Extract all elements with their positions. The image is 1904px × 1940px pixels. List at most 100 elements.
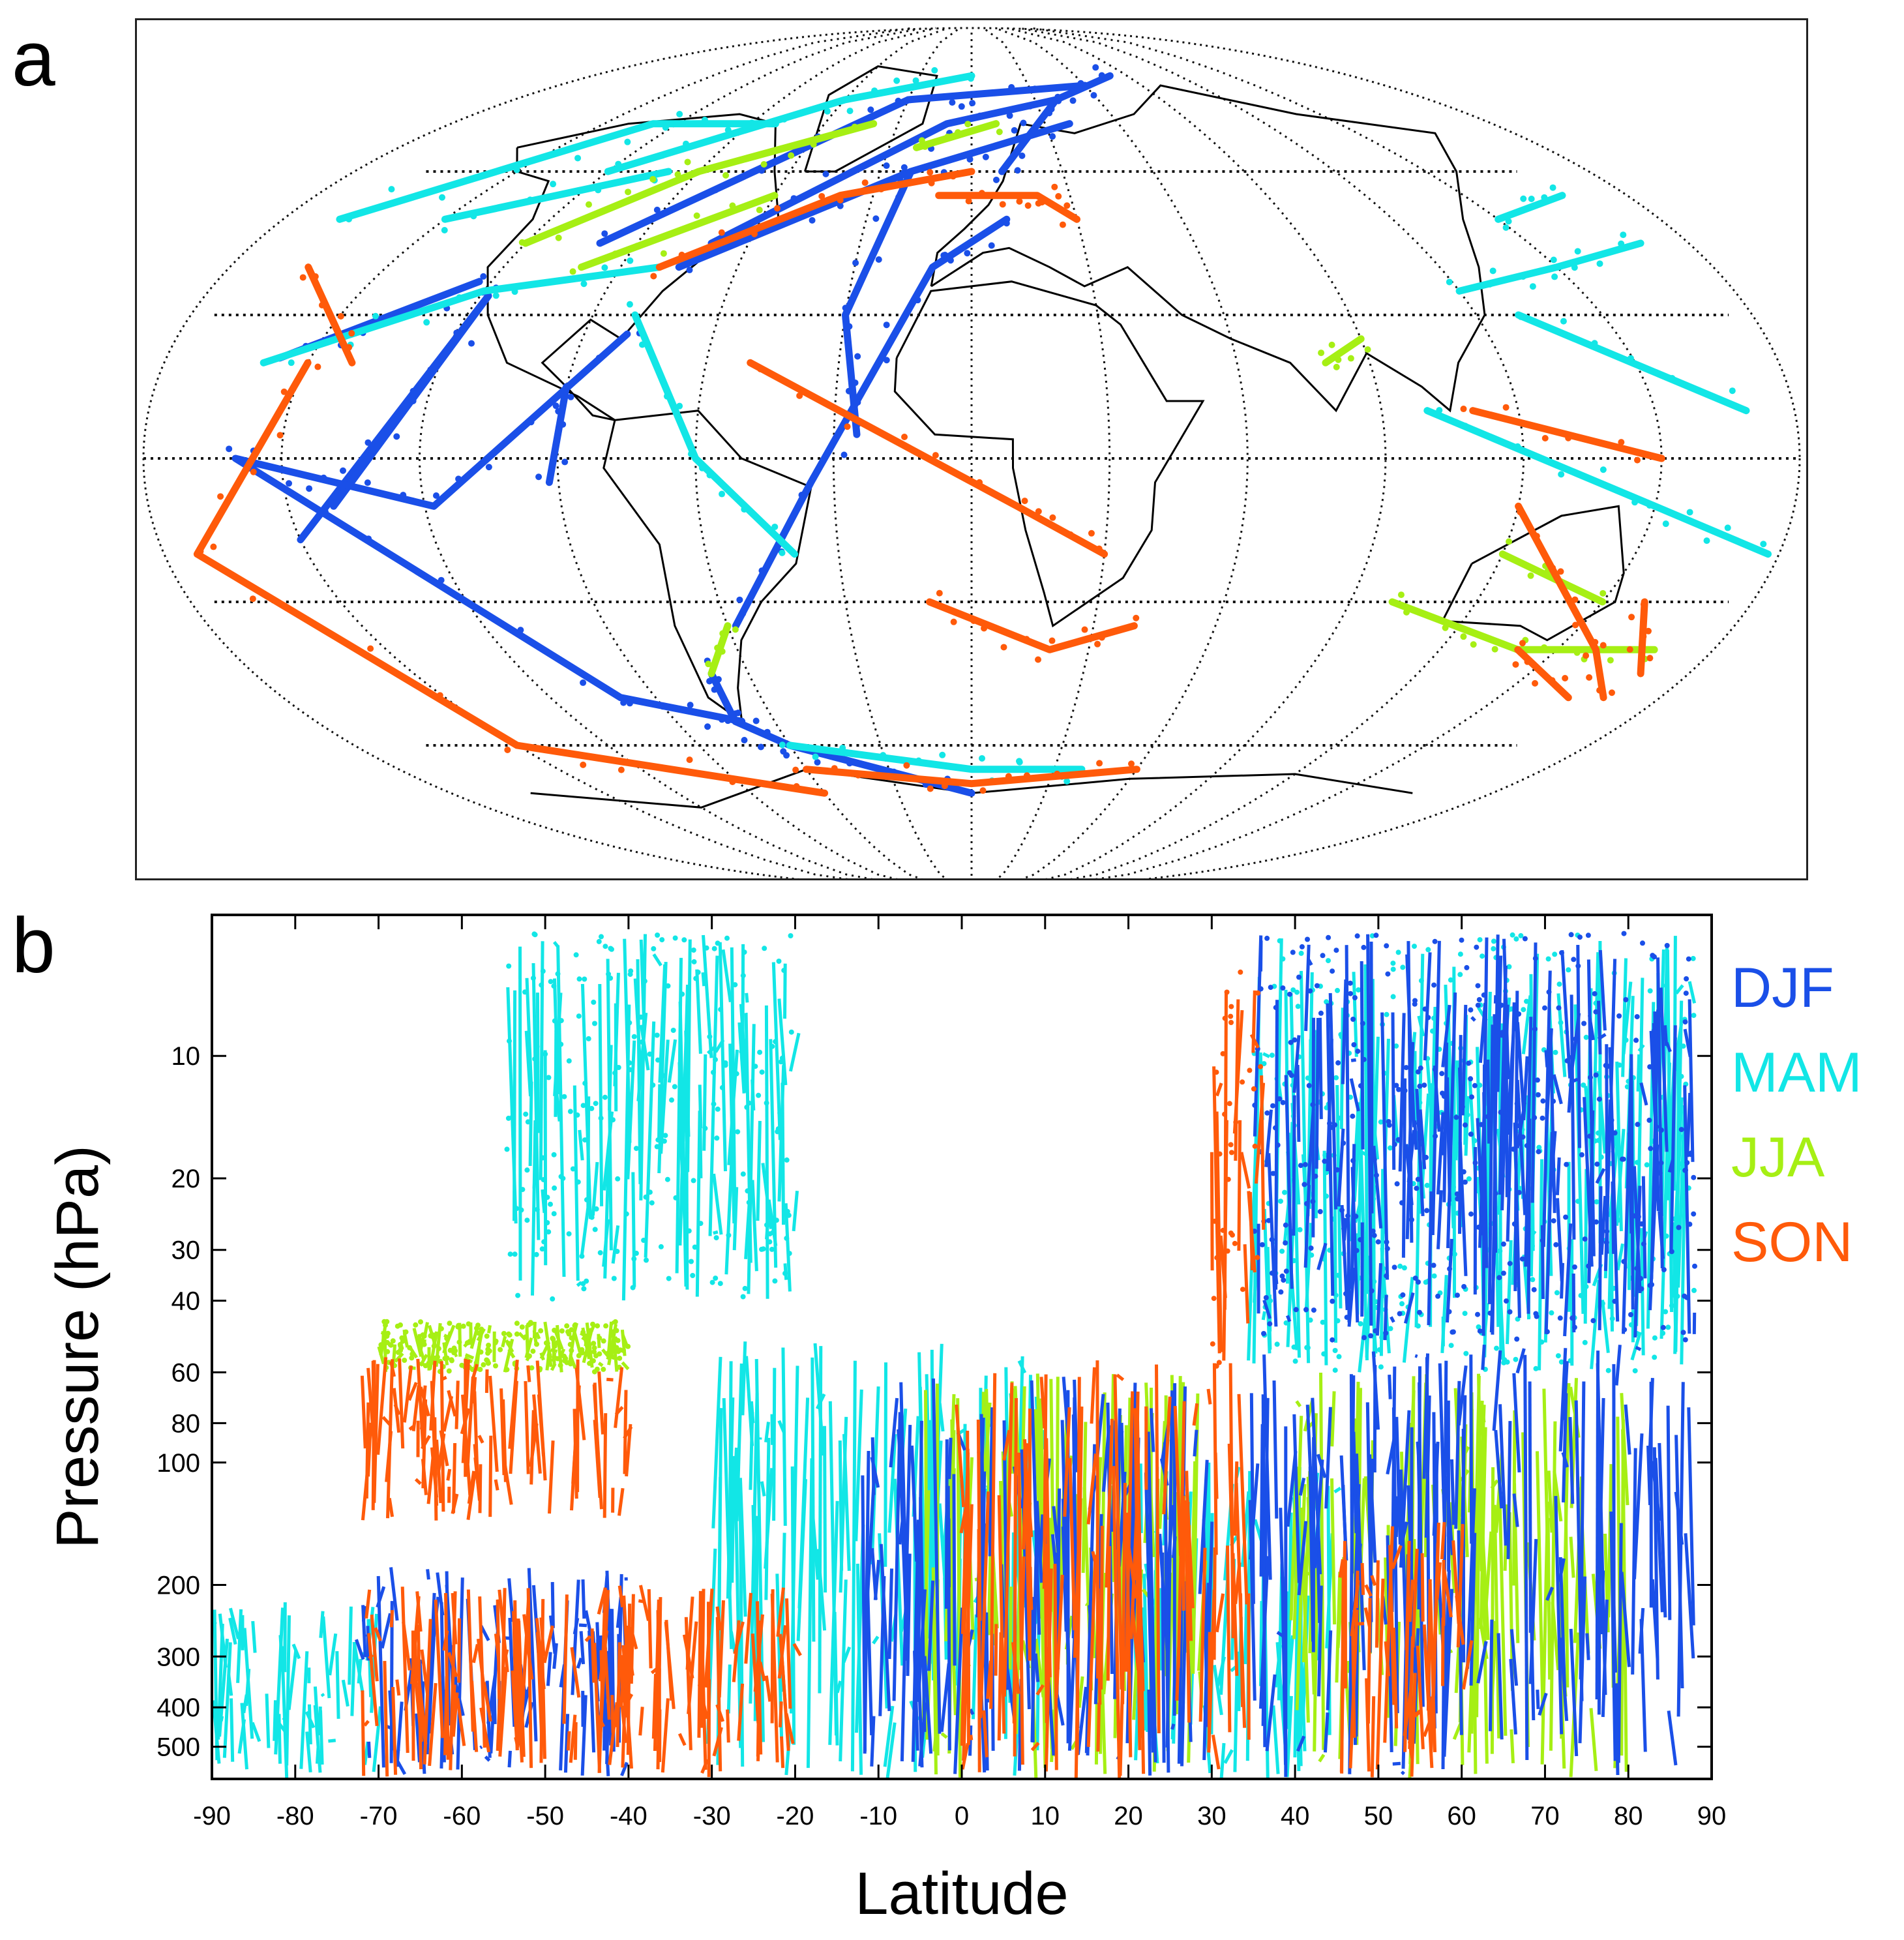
- obs-point: [1491, 646, 1498, 653]
- obs-point: [1498, 1109, 1504, 1115]
- obs-point: [372, 312, 379, 320]
- obs-point: [1497, 1248, 1503, 1254]
- obs-point: [1486, 280, 1493, 288]
- profile-segment: [712, 1173, 723, 1235]
- obs-point: [711, 1069, 716, 1075]
- profile-segment: [647, 1589, 653, 1669]
- obs-point: [1586, 1263, 1592, 1269]
- profile-segment: [367, 1741, 372, 1758]
- obs-point: [630, 1285, 636, 1291]
- obs-point: [550, 1336, 556, 1341]
- obs-point: [616, 1349, 621, 1354]
- obs-point: [678, 251, 685, 258]
- obs-point: [1446, 278, 1453, 286]
- obs-point: [1676, 1225, 1682, 1231]
- legend-item-djf: DJF: [1731, 957, 1834, 1019]
- profile-segment: [997, 1632, 1003, 1741]
- profile-segment: [1369, 941, 1374, 1214]
- obs-point: [1609, 1316, 1615, 1322]
- obs-point: [614, 1345, 619, 1351]
- profile-segment: [242, 1694, 248, 1714]
- obs-point: [1049, 133, 1056, 140]
- profile-segment: [543, 1050, 548, 1266]
- obs-point: [1051, 183, 1058, 190]
- obs-point: [631, 1256, 637, 1262]
- profile-segment: [1506, 1002, 1516, 1242]
- profile-segment: [1335, 1572, 1342, 1683]
- obs-point: [880, 752, 887, 759]
- profile-segment: [1390, 1316, 1395, 1323]
- profile-segment: [1569, 994, 1576, 1240]
- profile-segment: [1215, 1111, 1223, 1352]
- obs-point: [528, 419, 535, 426]
- profile-segment: [1425, 1056, 1436, 1149]
- obs-point: [718, 229, 725, 236]
- obs-point: [1264, 935, 1270, 941]
- obs-point: [1291, 1344, 1297, 1350]
- obs-point: [1442, 624, 1449, 631]
- obs-point: [878, 186, 885, 193]
- profile-segment: [1667, 1710, 1678, 1766]
- obs-point: [1686, 509, 1693, 516]
- obs-point: [950, 618, 957, 625]
- obs-point: [1688, 1152, 1693, 1157]
- obs-point: [1616, 1013, 1622, 1019]
- profile-segment: [1265, 1674, 1277, 1752]
- obs-point: [1546, 989, 1552, 995]
- profile-segment: [968, 1709, 975, 1716]
- profile-segment: [1509, 1658, 1517, 1735]
- obs-point: [526, 1354, 531, 1360]
- obs-point: [456, 1339, 462, 1345]
- obs-point: [1270, 1171, 1276, 1176]
- obs-point: [544, 1220, 550, 1225]
- obs-point: [1077, 80, 1084, 87]
- obs-point: [1545, 956, 1551, 962]
- obs-point: [685, 1073, 691, 1079]
- obs-point: [1612, 1298, 1618, 1304]
- obs-point: [552, 402, 559, 410]
- legend: DJF MAM JJA SON: [1731, 946, 1862, 1285]
- obs-point: [1303, 1307, 1309, 1313]
- obs-point: [579, 1253, 585, 1259]
- obs-point: [693, 212, 700, 219]
- obs-point: [713, 1276, 719, 1281]
- obs-point: [617, 766, 625, 773]
- profile-segment: [636, 959, 642, 1184]
- obs-point: [1596, 260, 1603, 267]
- profile-segment: [1318, 1753, 1326, 1763]
- profile-segment: [319, 1611, 325, 1638]
- obs-point: [552, 1328, 558, 1333]
- profile-segment: [277, 1714, 282, 1764]
- obs-point: [210, 543, 217, 550]
- obs-point: [320, 474, 327, 481]
- profile-segment: [1556, 1198, 1564, 1282]
- obs-point: [1321, 1351, 1327, 1357]
- obs-point: [691, 948, 696, 953]
- profile-segment: [381, 1416, 393, 1427]
- obs-point: [1064, 778, 1071, 785]
- obs-point: [840, 451, 848, 458]
- obs-point: [676, 402, 683, 410]
- obs-point: [824, 108, 831, 115]
- x-tick-label: -20: [777, 1802, 814, 1830]
- profile-segment: [1578, 1576, 1587, 1744]
- obs-point: [955, 129, 962, 136]
- profile-segment: [1261, 1311, 1266, 1321]
- obs-point: [566, 1231, 572, 1237]
- profile-segment: [1326, 1003, 1335, 1296]
- obs-point: [1088, 530, 1095, 537]
- obs-point: [574, 1112, 580, 1118]
- obs-point: [659, 703, 666, 710]
- obs-point: [1384, 1011, 1390, 1017]
- profile-segment: [1323, 1712, 1330, 1753]
- profile-segment: [376, 1357, 388, 1455]
- obs-point: [1298, 1163, 1303, 1169]
- obs-point: [1466, 1176, 1472, 1182]
- obs-point: [395, 1349, 401, 1355]
- profile-segment: [1436, 1190, 1443, 1249]
- obs-point: [1283, 1268, 1289, 1274]
- y-tick-label: 30: [171, 1236, 201, 1265]
- profile-segment: [602, 1413, 608, 1518]
- obs-point: [719, 490, 726, 498]
- profile-segment: [471, 1643, 479, 1664]
